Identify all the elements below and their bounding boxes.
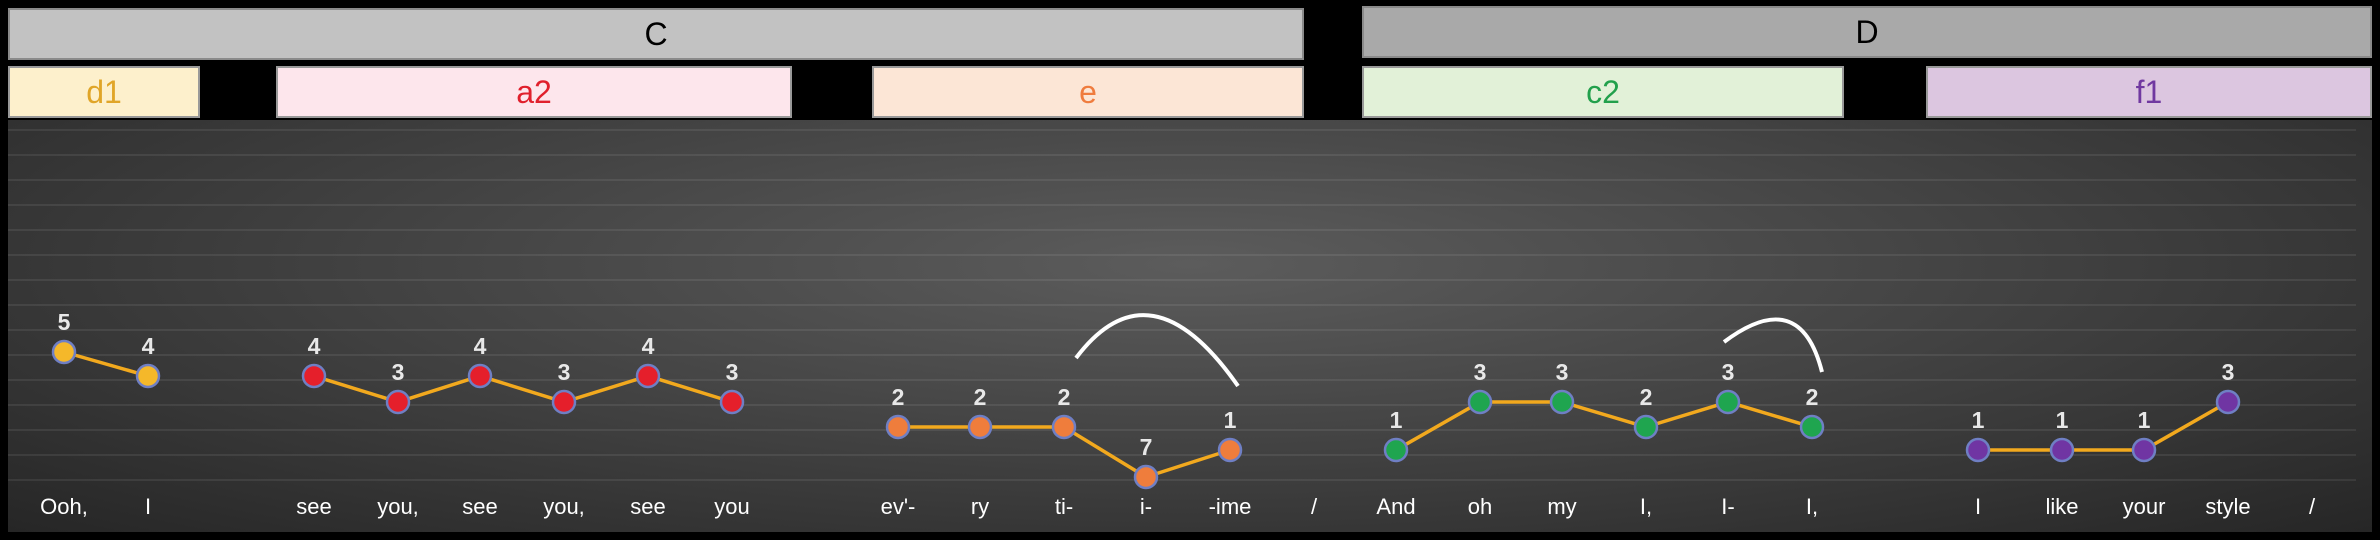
key-label-d1: d1 (8, 66, 200, 118)
melody-line (1395, 400, 1813, 452)
note-number: 4 (474, 333, 487, 359)
lyric-syllable: I (145, 494, 151, 519)
note-number: 3 (726, 359, 739, 385)
note-number: 4 (642, 333, 655, 359)
melody-line (63, 350, 149, 378)
key-label-f1: f1 (1926, 66, 2372, 118)
note-number: 2 (892, 384, 905, 410)
note-dot (1549, 389, 1575, 415)
slur-arc (1722, 317, 1824, 373)
lyric-syllable: I, (1640, 494, 1652, 519)
lyric-syllable: And (1376, 494, 1415, 519)
lyric-syllable: see (630, 494, 665, 519)
lyric-syllable: Ooh, (40, 494, 88, 519)
key-label-a2: a2 (276, 66, 792, 118)
note-dot (1051, 414, 1077, 440)
lyric-syllable: ti- (1055, 494, 1073, 519)
note-dot (1133, 464, 1159, 490)
note-number: 3 (392, 359, 405, 385)
note-number: 1 (2138, 407, 2151, 433)
note-number: 2 (1806, 384, 1819, 410)
note-number: 3 (1722, 359, 1735, 385)
note-number: 3 (1556, 359, 1569, 385)
melody-line (313, 374, 733, 404)
note-dot (635, 363, 661, 389)
lyric-syllable: see (296, 494, 331, 519)
lyric-syllable: my (1547, 494, 1576, 519)
lyric-syllable: your (2123, 494, 2166, 519)
note-dot (1633, 414, 1659, 440)
note-dot (301, 363, 327, 389)
staff-svg: 5 Ooh, 4 I 4 see 3 you, 4 see 3 you, 4 see 3 you 2 ev'- 2 r… (8, 129, 2356, 519)
key-label-e: e (872, 66, 1304, 118)
lyric-syllable: you (714, 494, 749, 519)
lyric-syllable: I- (1721, 494, 1734, 519)
lyric-syllable: i- (1140, 494, 1152, 519)
note-number: 7 (1140, 434, 1153, 460)
lyric-syllable: I, (1806, 494, 1818, 519)
note-dot (551, 389, 577, 415)
lyric-syllable: you, (377, 494, 419, 519)
lyric-syllable: I (1975, 494, 1981, 519)
note-dot (2049, 437, 2075, 463)
note-dot (885, 414, 911, 440)
note-number: 3 (2222, 359, 2235, 385)
note-number: 4 (308, 333, 321, 359)
lyric-syllable: style (2205, 494, 2250, 519)
melody-line (1978, 400, 2229, 452)
note-dot (2131, 437, 2157, 463)
note-number: 2 (1058, 384, 1071, 410)
lyric-syllable: like (2045, 494, 2078, 519)
note-number: 1 (2056, 407, 2069, 433)
note-dot (1799, 414, 1825, 440)
note-number: 2 (974, 384, 987, 410)
note-dot (1467, 389, 1493, 415)
note-dot (1383, 437, 1409, 463)
note-dot (1715, 389, 1741, 415)
slur-arc (1074, 313, 1240, 388)
note-dot (385, 389, 411, 415)
phrase-separator: / (2309, 494, 2316, 519)
note-number: 2 (1640, 384, 1653, 410)
note-number: 5 (58, 309, 71, 335)
phrase-separator: / (1311, 494, 1318, 519)
staff-panel: 5 Ooh, 4 I 4 see 3 you, 4 see 3 you, 4 see 3 you 2 ev'- 2 r… (8, 120, 2372, 532)
note-number: 1 (1390, 407, 1403, 433)
note-number: 4 (142, 333, 155, 359)
lyric-syllable: you, (543, 494, 585, 519)
key-label-c2: c2 (1362, 66, 1844, 118)
note-dot (719, 389, 745, 415)
note-dot (135, 363, 161, 389)
chord-label-c: C (8, 8, 1304, 60)
note-dot (967, 414, 993, 440)
lyric-syllable: -ime (1209, 494, 1252, 519)
lyric-syllable: oh (1468, 494, 1492, 519)
note-number: 3 (558, 359, 571, 385)
note-dot (1217, 437, 1243, 463)
chord-label-d: D (1362, 6, 2372, 58)
note-dot (51, 339, 77, 365)
lyric-syllable: ev'- (881, 494, 916, 519)
note-number: 1 (1972, 407, 1985, 433)
note-dot (467, 363, 493, 389)
note-dot (1965, 437, 1991, 463)
note-number: 1 (1224, 407, 1237, 433)
note-number: 3 (1474, 359, 1487, 385)
lyric-syllable: see (462, 494, 497, 519)
lyric-syllable: ry (971, 494, 989, 519)
note-dot (2215, 389, 2241, 415)
